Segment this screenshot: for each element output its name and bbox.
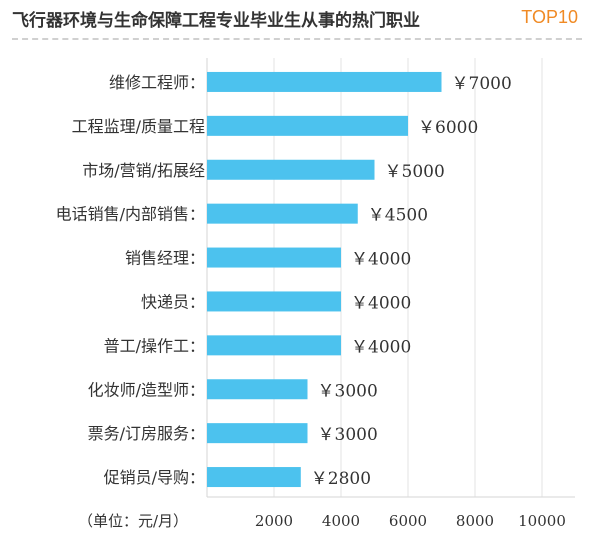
bar-9	[207, 467, 301, 488]
value-label-0: ￥7000	[452, 74, 512, 94]
category-label-7: 化妆师/造型师：	[88, 380, 205, 399]
category-label-0: 维修工程师：	[109, 73, 205, 92]
value-label-4: ￥4000	[351, 250, 411, 270]
bar-0	[207, 71, 442, 92]
category-label-6: 普工/操作工：	[104, 336, 205, 355]
x-tick-label-4: 10000	[518, 512, 566, 530]
bar-5	[207, 291, 341, 312]
bar-1	[207, 115, 408, 136]
value-label-1: ￥6000	[418, 118, 478, 138]
bar-3	[207, 203, 358, 224]
x-tick-label-2: 6000	[389, 512, 427, 530]
category-label-1: 工程监理/质量工程	[72, 117, 205, 136]
value-label-6: ￥4000	[351, 337, 411, 357]
bar-7	[207, 379, 308, 400]
bar-4	[207, 247, 341, 268]
bar-8	[207, 423, 308, 444]
header-divider	[12, 38, 582, 40]
category-label-8: 票务/订房服务：	[88, 424, 205, 443]
category-label-4: 销售经理：	[125, 249, 205, 268]
category-label-2: 市场/营销/拓展经	[82, 161, 205, 180]
category-label-3: 电话销售/内部销售：	[56, 205, 205, 224]
value-label-2: ￥5000	[385, 162, 445, 182]
category-label-5: 快递员：	[141, 292, 205, 311]
top10-badge: TOP10	[521, 7, 578, 27]
category-label-9: 促销员/导购：	[104, 468, 205, 487]
chart-header: 飞行器环境与生命保障工程专业毕业生从事的热门职业 TOP10	[0, 0, 600, 40]
x-tick-label-1: 4000	[322, 512, 360, 530]
x-tick-label-3: 8000	[456, 512, 494, 530]
value-label-9: ￥2800	[311, 469, 371, 489]
value-label-5: ￥4000	[351, 293, 411, 313]
value-label-8: ￥3000	[318, 425, 378, 445]
value-label-3: ￥4500	[368, 206, 428, 226]
bar-6	[207, 335, 341, 356]
x-axis-unit-label: （单位：元/月）	[78, 512, 188, 530]
bar-2	[207, 159, 375, 180]
value-label-7: ￥3000	[318, 381, 378, 401]
x-tick-label-0: 2000	[255, 512, 293, 530]
